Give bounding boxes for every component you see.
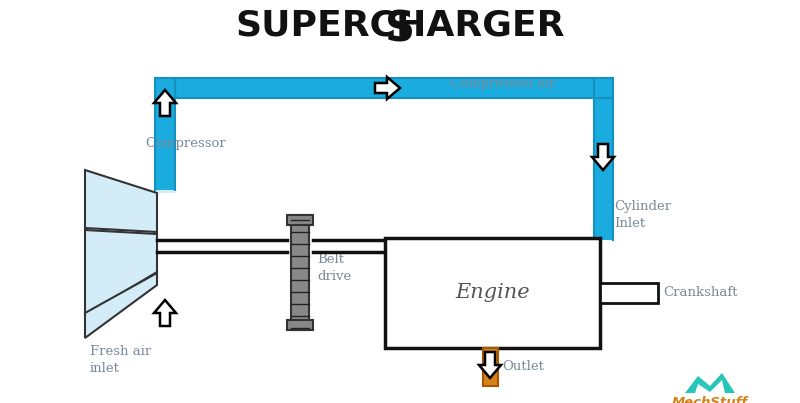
Text: Crankshaft: Crankshaft (663, 287, 738, 299)
Polygon shape (685, 373, 735, 393)
Polygon shape (85, 273, 157, 338)
Bar (155, 78, 613, 98)
Text: Belt
drive: Belt drive (317, 253, 351, 283)
Text: Engine: Engine (455, 283, 530, 303)
Bar (600, 283, 658, 303)
Polygon shape (479, 352, 501, 378)
Text: Compressed air: Compressed air (450, 77, 555, 91)
Text: SUPERCHARGER: SUPERCHARGER (235, 8, 565, 42)
Bar (155, 78, 175, 190)
Polygon shape (375, 77, 400, 99)
Bar (155, 190, 175, 193)
Polygon shape (85, 170, 157, 232)
Bar (385, 238, 600, 348)
Text: Outlet: Outlet (502, 359, 544, 372)
Bar (594, 78, 613, 240)
Text: S: S (385, 8, 415, 50)
Polygon shape (154, 300, 176, 326)
Bar (482, 348, 498, 386)
Bar (291, 215, 309, 330)
Text: Cylinder
Inlet: Cylinder Inlet (614, 200, 671, 230)
Text: MechStuff: MechStuff (672, 396, 748, 403)
Text: Fresh air
inlet: Fresh air inlet (90, 345, 151, 375)
Polygon shape (85, 230, 157, 315)
Polygon shape (154, 90, 176, 116)
Bar (287, 320, 313, 330)
Bar (287, 215, 313, 225)
Polygon shape (592, 144, 614, 170)
Text: Compressor: Compressor (145, 137, 226, 150)
